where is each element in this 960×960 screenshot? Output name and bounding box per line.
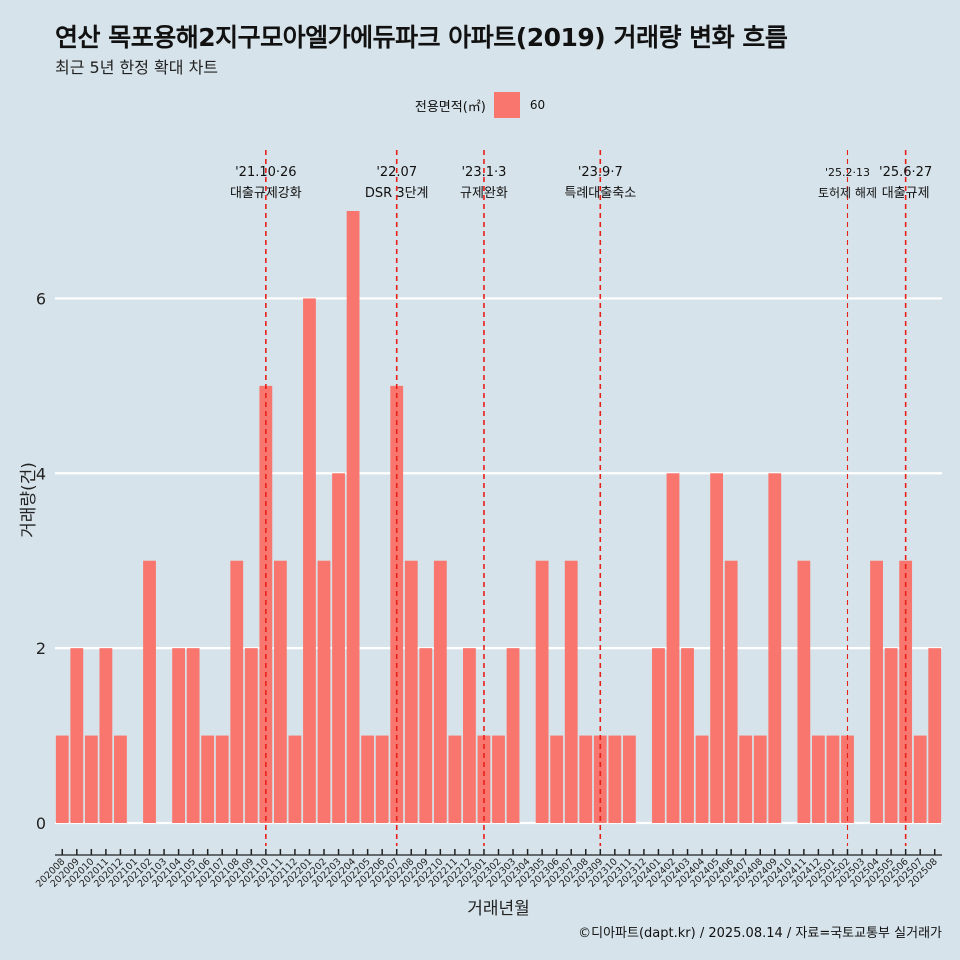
event-text-label: 토허제 해제 [818,186,877,200]
bar [492,735,505,823]
annotations-layer: '21.10·26 대출규제강화 '22.07 DSR 3단계 '23.1·3 규제완화 '… [230,150,932,846]
bar [841,735,854,823]
bar [652,648,665,823]
event-text-label: 규제완화 [460,186,508,201]
bar [55,735,69,823]
event-text-label: 특례대출축소 [564,186,636,201]
bar [375,735,389,823]
bar [215,735,229,823]
bar [70,648,84,823]
y-axis-title: 거래량(건) [19,462,39,538]
bar [244,648,258,823]
event-date-label: '22.07 [376,165,417,180]
bar [303,298,316,823]
bar [143,560,156,823]
bar [448,735,462,823]
legend-title: 전용면적(㎡) [414,99,486,115]
bar [666,473,680,823]
event-text-label: DSR 3단계 [365,186,429,201]
bar [710,473,724,823]
bar [681,648,694,823]
bar [913,735,927,823]
bar [593,735,607,823]
y-tick-label: 6 [36,289,46,308]
bar [332,473,345,823]
bar [535,560,549,823]
bar [768,473,782,823]
bar [884,648,898,823]
event-date-label: '25.6·27 [879,165,932,180]
bar [419,648,433,823]
bar [564,560,578,823]
legend-swatch [493,92,520,118]
bar [695,735,709,823]
bar [317,560,331,823]
bar [797,560,811,823]
bar [826,735,840,823]
y-tick-label: 4 [36,464,46,483]
bar [477,735,491,823]
bar [506,648,520,823]
bar [201,735,215,823]
bar [404,560,418,823]
y-tick-label: 0 [36,814,46,833]
event-date-label: '23.9·7 [578,165,623,180]
bar [346,211,360,823]
event-text-label: 대출규제강화 [230,186,302,201]
bars-layer [55,211,942,823]
event-date-label: '21.10·26 [235,165,296,180]
bar [114,735,127,823]
bar [288,735,302,823]
bar [99,648,113,823]
bar [550,735,564,823]
bar [579,735,593,823]
event-date-label: '25.2·13 [825,166,870,179]
bar [870,560,883,823]
event-text-label: 대출규제 [882,186,930,201]
bar [753,735,767,823]
bar [928,648,942,823]
bar [812,735,825,823]
y-tick-label: 2 [36,639,46,658]
x-axis-title: 거래년월 [467,899,530,919]
chart-subtitle: 최근 5년 한정 확대 차트 [55,58,219,77]
legend: 전용면적(㎡) 60 [0,92,960,118]
legend-label: 60 [529,98,546,112]
bar [186,648,200,823]
source-caption: ©디아파트(dapt.kr) / 2025.08.14 / 자료=국토교통부 실… [578,926,942,941]
bar [273,560,287,823]
bar [608,735,622,823]
bar [172,648,185,823]
bar [739,735,753,823]
chart-title: 연산 목포용해2지구모아엘가에듀파크 아파트(2019) 거래량 변화 흐름 [55,23,788,52]
bar [463,648,476,823]
bar [361,735,375,823]
bar [230,560,244,823]
event-date-label: '23.1·3 [461,165,506,180]
bar [84,735,98,823]
bar [433,560,447,823]
bar [622,735,636,823]
bar [724,560,738,823]
